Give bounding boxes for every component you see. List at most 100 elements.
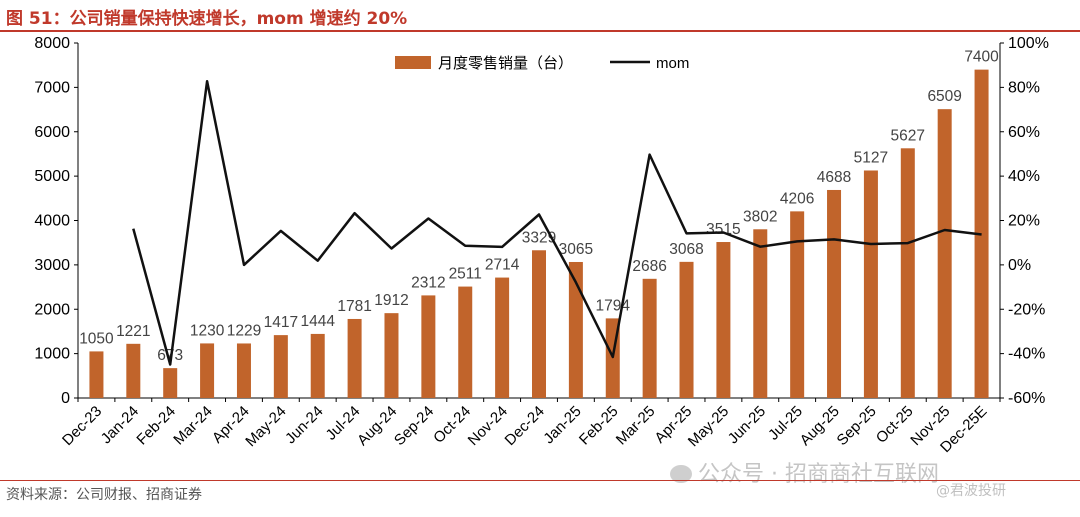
bar [458,286,473,398]
watermark-secondary-text: @君波投研 [936,483,1006,499]
bar-value-label: 1230 [190,322,225,339]
axes: 0 1000 2000 3000 4000 5000 6000 7000 8000 -60% -40… [34,35,1049,407]
y-left-tick-label: 5000 [34,168,70,185]
x-tick-label: Dec-24 [502,403,548,449]
watermark-text: 公众号 · 招商商社互联网 [698,462,939,487]
x-tick-label: Feb-25 [576,403,622,449]
bar-value-label: 3802 [743,208,777,225]
y-right-tick-label: 60% [1008,124,1040,141]
title-rule [0,30,1080,32]
bar [863,170,878,398]
y-left-tick-label: 6000 [34,124,70,141]
bottom-rule [0,480,1080,481]
y-left-tick-label: 3000 [34,257,70,274]
bar-value-label: 1221 [116,323,150,340]
x-tick-label: Mar-25 [613,403,659,449]
x-tick-label: Sep-24 [391,403,437,449]
bar-value-label: 6509 [927,88,961,105]
wechat-icon [670,465,692,483]
bar [790,211,805,398]
bar-value-label: 2312 [411,274,445,291]
bar-value-label: 2714 [485,257,520,274]
bar [937,109,952,399]
x-tick-label: Dec-23 [59,403,105,449]
y-left-tick-label: 1000 [34,346,70,363]
bar-value-label: 1417 [264,314,298,331]
bar-value-label: 7400 [964,49,999,66]
legend-line-label: mom [656,55,689,72]
bar [568,261,583,398]
figure-title: 图 51：公司销量保持快速增长，mom 增速约 20% [6,9,408,29]
bar-value-label: 2686 [632,258,666,275]
bar [384,313,399,398]
bar-value-label: 3068 [669,241,703,258]
mom-line-layer [132,79,982,366]
y-left-tick-label: 7000 [34,79,70,96]
bar-value-label: 3329 [522,229,556,246]
bar [900,148,915,398]
bar [200,343,215,398]
bar [642,278,657,398]
y-left-tick-label: 2000 [34,301,70,318]
x-tick-label: Jan-24 [98,403,142,447]
y-right-tick-label: -60% [1008,390,1045,407]
bar [421,295,436,398]
x-tick-label: Nov-24 [465,403,511,449]
y-right-tick-label: 40% [1008,168,1040,185]
bar-value-label: 1794 [596,297,631,314]
bar [753,229,768,398]
x-tick-label: Mar-24 [170,403,216,449]
y-left-tick-label: 0 [61,390,70,407]
bar-value-label: 1912 [374,292,408,309]
bar-value-label: 1050 [79,330,114,347]
bar [679,261,694,398]
x-tick-label: Jun-24 [282,403,326,447]
x-tick-label: May-25 [685,403,732,450]
x-tick-label: May-24 [242,403,289,450]
x-tick-label: Feb-24 [133,403,179,449]
legend: 月度零售销量（台） mom [395,55,689,72]
bars [89,69,989,399]
bar [236,343,251,398]
bar-value-label: 4688 [817,169,851,186]
bar [89,351,104,398]
bar [495,277,510,398]
bar [347,318,362,398]
bar-value-label: 4206 [780,190,814,207]
bar [532,250,546,398]
y-right-tick-label: 20% [1008,213,1040,230]
x-tick-label: Aug-25 [797,403,843,449]
y-right-tick-label: 0% [1008,257,1031,274]
bar [273,335,288,398]
bar-value-label: 3515 [706,221,740,238]
bar [716,242,731,398]
x-tick-label: Sep-25 [834,403,880,449]
bar [827,189,842,398]
bar [126,343,141,398]
bar-value-label: 1444 [300,313,335,330]
watermark: 公众号 · 招商商社互联网 [670,456,939,488]
x-tick-label: Jan-25 [540,403,584,447]
mom-line [132,79,982,366]
bar-value-label: 5627 [891,127,925,144]
x-tick-labels: Dec-23Jan-24Feb-24Mar-24Apr-24May-24Jun-… [59,403,990,456]
bar-value-label: 1781 [337,298,371,315]
bar-value-label: 1229 [227,322,261,339]
y-right-tick-label: 80% [1008,79,1040,96]
bar-value-label: 2511 [449,266,482,283]
y-right-tick-label: 100% [1008,35,1049,52]
source-note: 资料来源：公司财报、招商证券 [6,487,202,503]
x-tick-label: Aug-24 [354,403,400,449]
bar [310,333,325,398]
y-left-tick-label: 8000 [34,35,70,52]
bar-value-label: 5127 [854,149,888,166]
y-right-tick-label: -40% [1008,346,1045,363]
y-left-tick-label: 4000 [34,213,70,230]
y-right-tick-label: -20% [1008,301,1045,318]
watermark-secondary: @君波投研 [936,480,1006,500]
legend-bar-label: 月度零售销量（台） [438,55,573,72]
x-tick-label: Jun-25 [725,403,769,447]
chart: 0 1000 2000 3000 4000 5000 6000 7000 8000 -60% -40… [34,35,1049,456]
legend-bar-swatch [395,56,431,69]
